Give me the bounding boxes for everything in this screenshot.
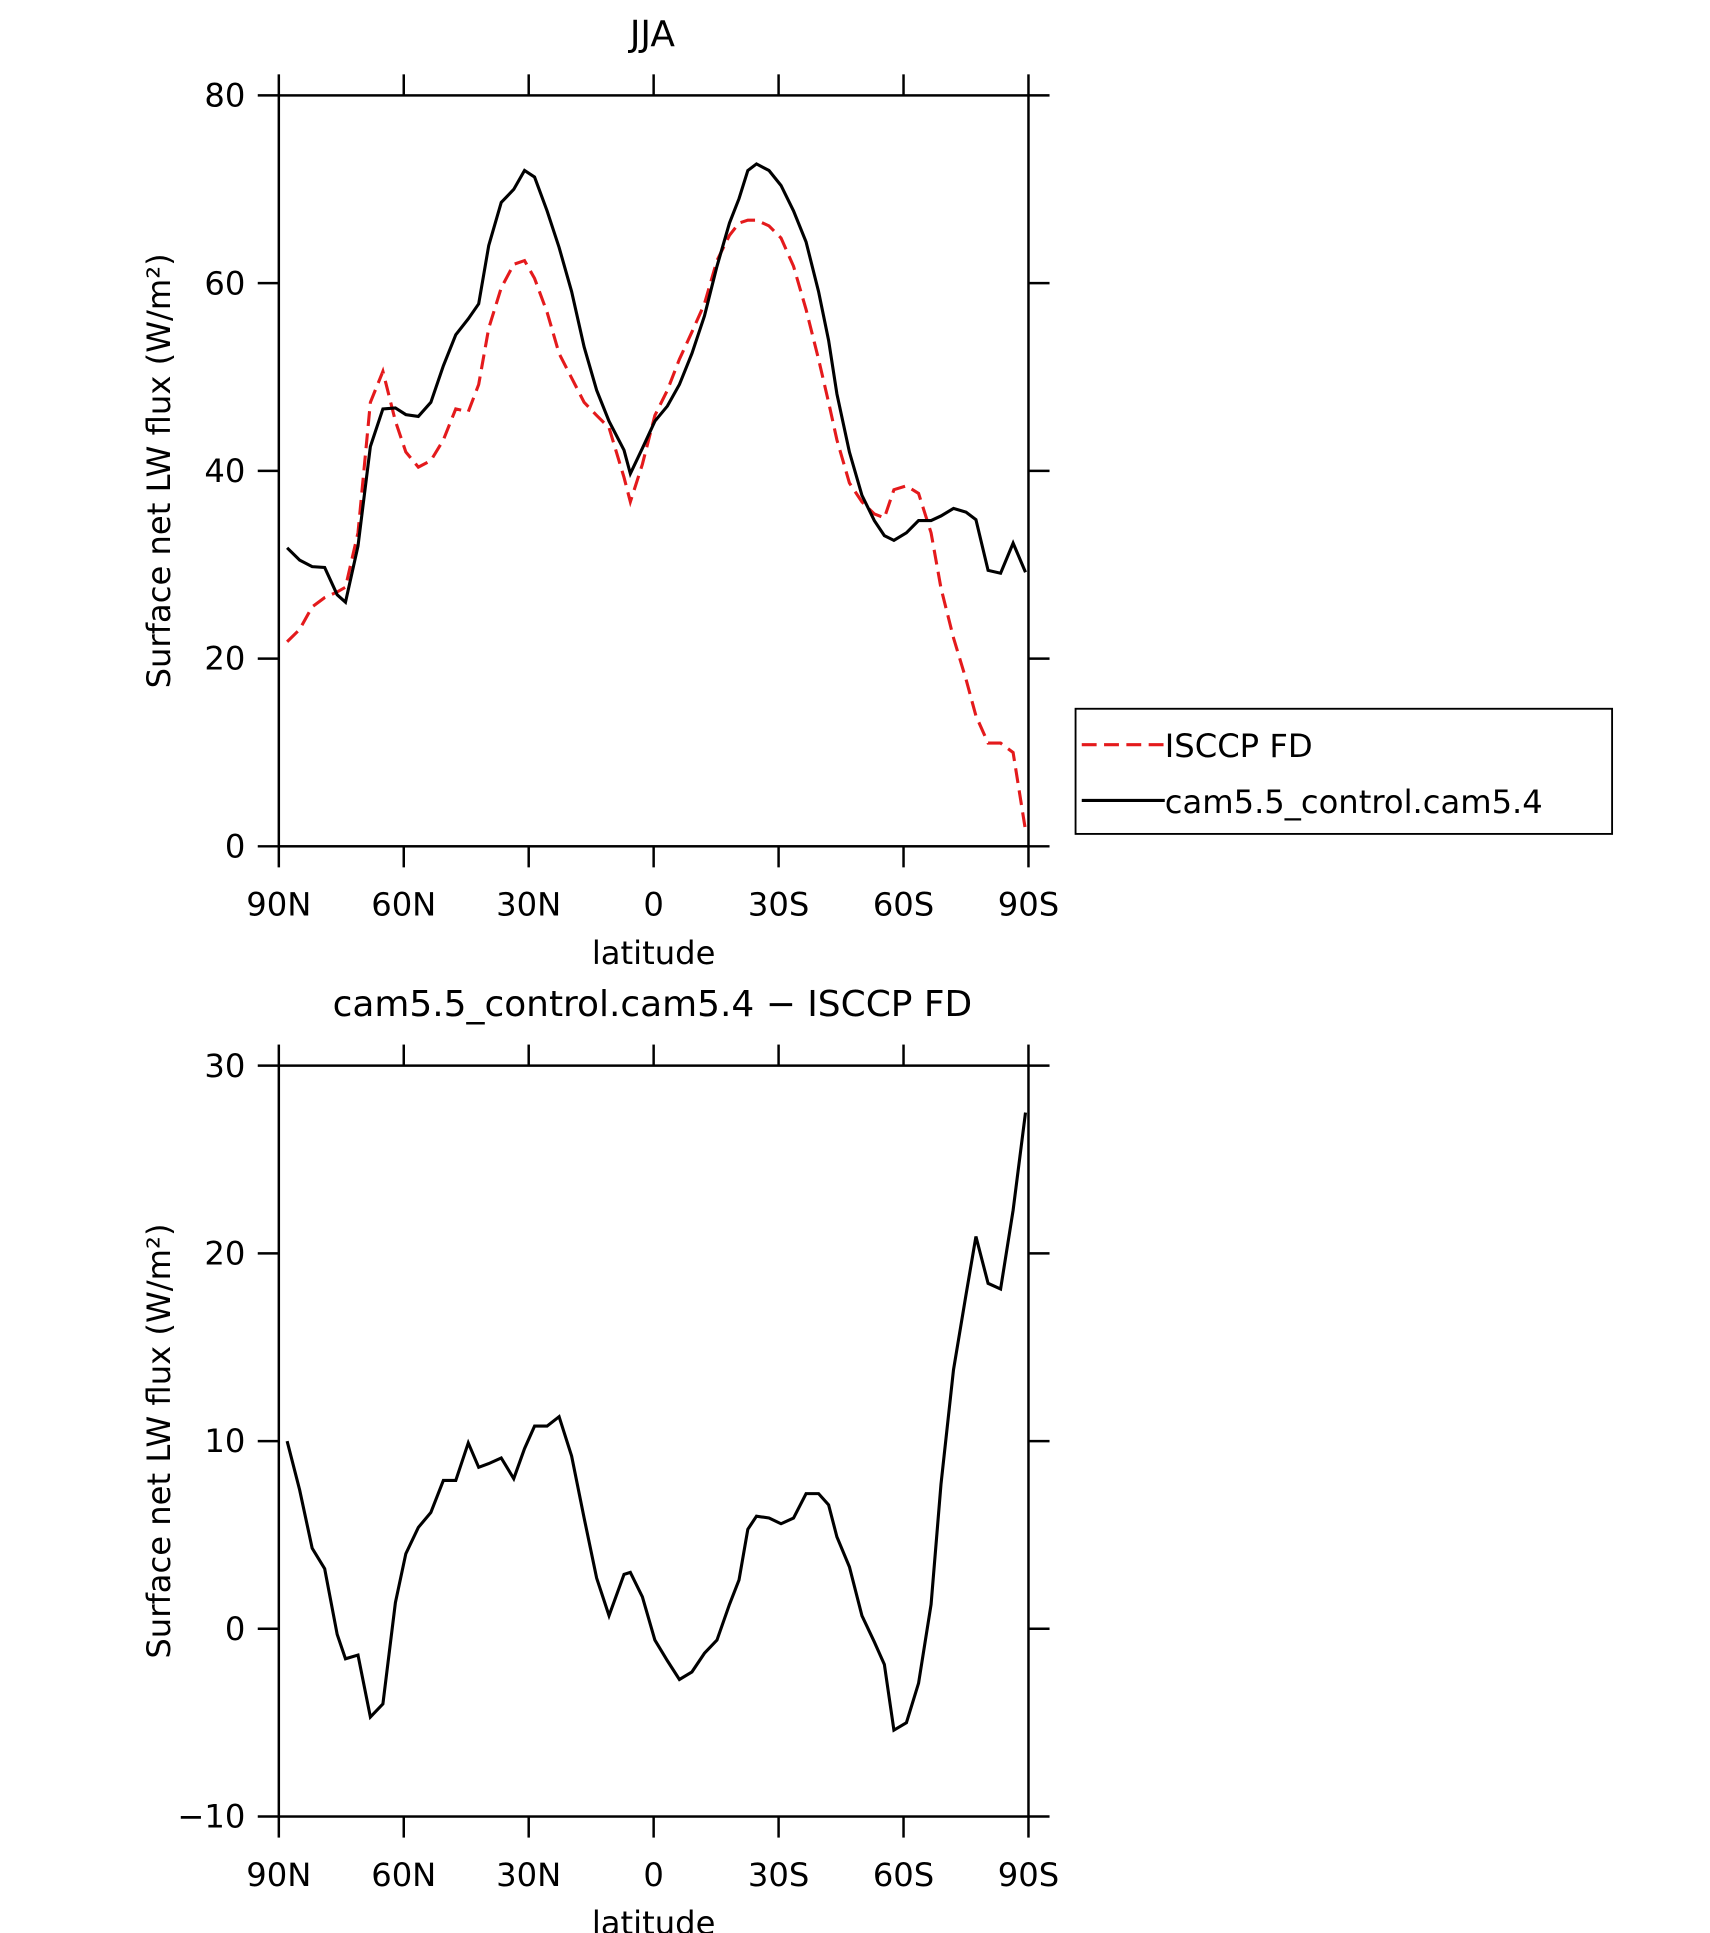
chart-title: JJA [628,14,676,55]
x-tick-label: 90S [998,1856,1059,1894]
y-tick-label: 80 [204,77,245,115]
x-tick-label: 60S [873,1856,934,1894]
plot-frame [277,1064,1030,1818]
y-tick-label: 30 [204,1047,245,1085]
y-tick-label: 20 [204,1235,245,1273]
data-line [286,162,1027,606]
y-axis-label: Surface net LW flux (W/m²) [140,253,178,688]
y-tick-label: 40 [204,452,245,490]
x-tick-label: 90N [246,886,311,924]
y-tick-label: 0 [225,827,246,865]
legend-label: ISCCP FD [1165,727,1313,765]
x-axis-label: latitude [592,934,716,972]
data-line [285,1112,1028,1733]
data-line [286,218,1028,831]
x-axis-label: latitude [592,1904,716,1933]
chart-title: cam5.5_control.cam5.4 − ISCCP FD [333,984,973,1025]
x-tick-label: 0 [643,886,664,924]
x-tick-label: 30S [748,886,809,924]
y-tick-label: 10 [204,1422,245,1460]
x-tick-label: 60N [371,886,436,924]
y-tick-label: 20 [204,640,245,678]
legend-label: cam5.5_control.cam5.4 [1165,783,1543,821]
x-tick-label: 90N [246,1856,311,1894]
y-axis-label: Surface net LW flux (W/m²) [140,1223,178,1658]
y-tick-label: 60 [204,264,245,302]
x-tick-label: 90S [998,886,1059,924]
x-tick-label: 60N [371,1856,436,1894]
y-tick-label: −10 [177,1798,245,1836]
plot-frame [277,94,1030,848]
x-tick-label: 60S [873,886,934,924]
x-tick-label: 30N [496,886,561,924]
legend-box [1074,707,1614,835]
x-tick-label: 0 [643,1856,664,1894]
x-tick-label: 30N [496,1856,561,1894]
x-tick-label: 30S [748,1856,809,1894]
y-tick-label: 0 [225,1610,246,1648]
